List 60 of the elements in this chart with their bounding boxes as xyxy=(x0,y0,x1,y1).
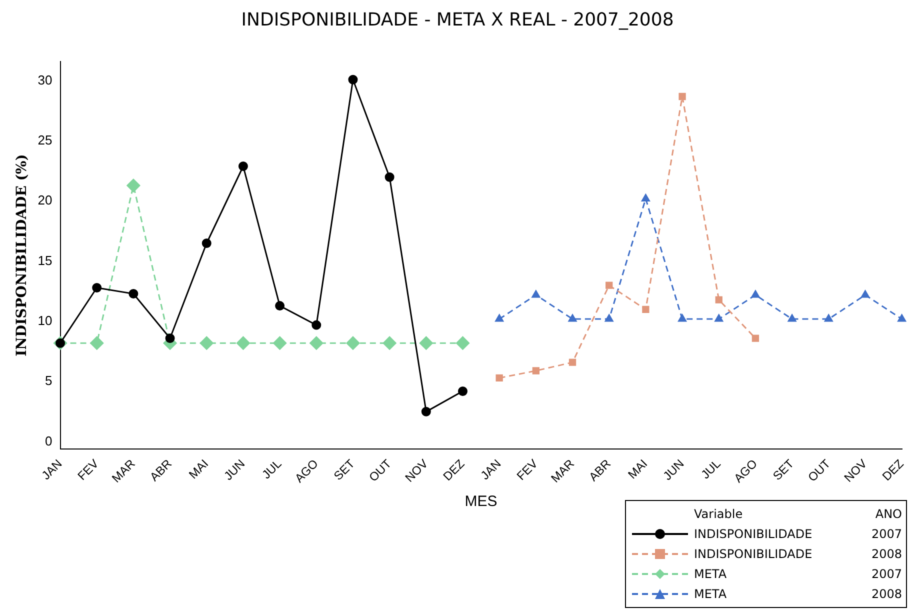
point xyxy=(419,336,433,350)
point xyxy=(751,290,760,298)
y-axis-title: INDISPONIBILIDADE (%) xyxy=(14,154,30,356)
y-tick-label: 0 xyxy=(45,433,52,448)
point xyxy=(384,172,394,182)
y-tick-label: 20 xyxy=(38,192,52,208)
point xyxy=(310,336,324,350)
point xyxy=(275,301,285,311)
point xyxy=(752,334,760,342)
point xyxy=(200,336,214,350)
point xyxy=(642,306,650,313)
point xyxy=(273,336,287,350)
point xyxy=(202,238,212,248)
point xyxy=(236,336,250,350)
point xyxy=(824,314,833,322)
point xyxy=(165,334,175,344)
point xyxy=(606,282,613,289)
y-tick-label: 5 xyxy=(45,373,52,388)
point xyxy=(861,290,870,298)
point xyxy=(346,336,360,350)
y-tick-label: 15 xyxy=(38,252,52,268)
point xyxy=(532,367,540,374)
point xyxy=(421,406,431,416)
point xyxy=(382,336,396,350)
point xyxy=(532,290,540,298)
point xyxy=(714,314,724,322)
point xyxy=(568,314,577,322)
x-tick-label: MAI xyxy=(186,456,212,482)
point xyxy=(92,283,102,293)
y-tick-label: 30 xyxy=(38,72,52,88)
point xyxy=(128,289,138,299)
legend-label: INDISPONIBILIDADE 2008 xyxy=(694,547,902,561)
point xyxy=(238,162,248,172)
legend-label: INDISPONIBILIDADE 2007 xyxy=(694,527,902,541)
point xyxy=(126,178,140,192)
x-tick-label: JUL xyxy=(698,456,724,482)
legend-title: Variable ANO xyxy=(694,507,902,521)
point xyxy=(715,296,722,304)
y-tick-label: 25 xyxy=(38,132,52,148)
point xyxy=(678,314,686,322)
point xyxy=(312,320,322,330)
point xyxy=(90,336,104,350)
y-tick-label: 10 xyxy=(38,313,52,328)
chart-title: INDISPONIBILIDADE - META X REAL - 2007_2008 xyxy=(241,9,674,30)
legend-label: META 2007 xyxy=(694,567,902,581)
point xyxy=(568,358,576,366)
x-tick-label: JUL xyxy=(259,456,284,482)
point xyxy=(678,92,686,100)
legend-label: META 2008 xyxy=(694,587,902,601)
point xyxy=(496,374,503,382)
x-tick-label: MAI xyxy=(625,456,650,482)
point xyxy=(495,314,504,322)
point xyxy=(788,314,796,322)
point xyxy=(641,194,650,202)
point xyxy=(456,336,470,350)
point xyxy=(348,74,358,84)
point xyxy=(458,386,468,396)
x-axis-title: MES xyxy=(464,493,498,510)
point xyxy=(604,314,614,322)
point xyxy=(898,314,906,322)
